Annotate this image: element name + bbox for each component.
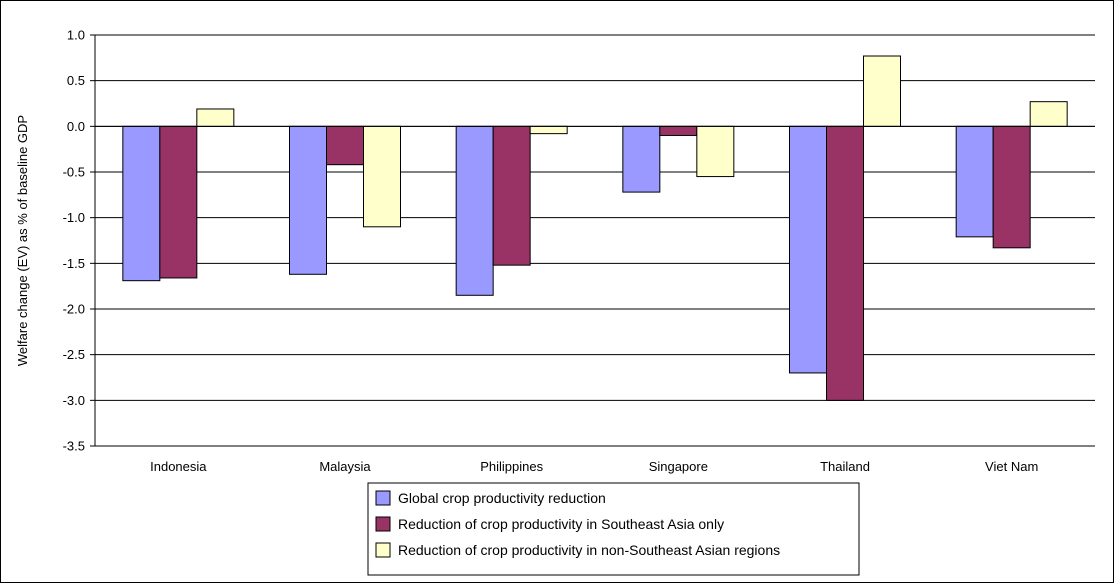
bar-3 <box>1029 101 1068 127</box>
y-tick-label: 1.0 <box>67 28 85 43</box>
bar-2 <box>659 125 698 136</box>
bar-1 <box>455 125 494 296</box>
bar-3 <box>529 125 568 135</box>
x-tick-label: Viet Nam <box>985 459 1038 474</box>
y-tick-label: -3.5 <box>63 439 85 454</box>
bars <box>122 55 1068 401</box>
legend-swatch <box>375 516 391 532</box>
gridlines <box>95 34 1095 447</box>
legend-label: Reduction of crop productivity in non-So… <box>398 542 780 558</box>
y-tick-label: -3.0 <box>63 393 85 408</box>
bar-3 <box>363 125 401 228</box>
x-tick-label: Singapore <box>649 459 708 474</box>
y-tick-label: -2.5 <box>63 347 85 362</box>
bar-2 <box>326 125 364 166</box>
y-tick-label: 0.5 <box>67 73 85 88</box>
bar-3 <box>863 55 901 127</box>
bar-1 <box>289 125 327 275</box>
axes <box>90 34 1095 447</box>
bar-2 <box>159 125 198 279</box>
bar-1 <box>622 125 661 193</box>
legend-swatch <box>375 490 391 506</box>
bar-1 <box>122 125 161 282</box>
x-tick-labels: Indonesia Malaysia Philippines Singapore Tha… <box>150 459 1038 474</box>
legend: Global crop productivity reduction Reduct… <box>367 482 860 576</box>
x-tick-label: Philippines <box>480 459 543 474</box>
legend-box <box>367 482 860 576</box>
y-tick-label: -2.0 <box>63 302 85 317</box>
y-tick-label: 0.0 <box>67 119 85 134</box>
x-tick-label: Malaysia <box>319 459 371 474</box>
bar-2 <box>492 125 531 266</box>
x-tick-label: Thailand <box>820 459 870 474</box>
bar-1 <box>789 125 827 374</box>
legend-swatch <box>375 542 391 558</box>
legend-label: Global crop productivity reduction <box>398 490 606 506</box>
bar-3 <box>196 108 235 127</box>
y-tick-label: -0.5 <box>63 165 85 180</box>
x-tick-label: Indonesia <box>150 459 207 474</box>
bar-2 <box>992 125 1031 249</box>
y-tick-labels: 1.0 0.5 0.0 -0.5 -1.0 -1.5 -2.0 -2.5 -3.0 -3.5 <box>63 28 85 454</box>
bar-2 <box>826 125 864 401</box>
y-tick-label: -1.0 <box>63 210 85 225</box>
y-tick-label: -1.5 <box>63 256 85 271</box>
bar-1 <box>955 125 994 238</box>
bar-3 <box>696 125 735 178</box>
y-axis-title: Welfare change (EV) as % of baseline GDP <box>15 115 30 366</box>
legend-label: Reduction of crop productivity in Southe… <box>398 516 724 532</box>
